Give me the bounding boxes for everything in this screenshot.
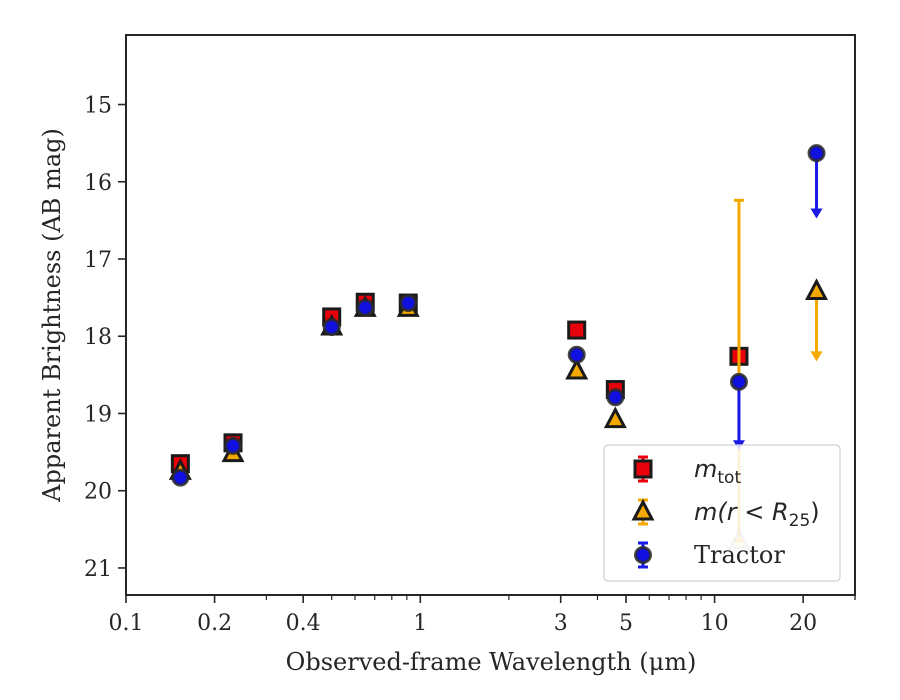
- data-point-tractor: [729, 372, 748, 391]
- y-axis: 15 16 17 18 19 20 21: [84, 94, 126, 582]
- x-tick-label: 5: [619, 611, 633, 636]
- data-point-mr25: [805, 278, 829, 300]
- legend-label-mr25: m(r < R25): [694, 498, 820, 531]
- legend-marker-tractor: [634, 546, 652, 564]
- x-axis-label: Observed-frame Wavelength (μm): [286, 648, 697, 676]
- plot-area: [168, 144, 829, 550]
- legend-label-tractor: Tractor: [694, 541, 785, 569]
- y-tick-label: 16: [84, 171, 112, 196]
- data-point-tractor: [606, 388, 625, 407]
- y-tick-label: 20: [84, 480, 112, 505]
- data-point-mr25: [565, 357, 589, 380]
- data-point-mr25: [603, 406, 627, 429]
- data-point-tractor: [224, 436, 243, 455]
- x-tick-label: 3: [554, 611, 568, 636]
- x-axis: 0.1 0.2 0.4 1 3 5 10 20: [109, 595, 856, 636]
- y-tick-label: 18: [84, 325, 112, 350]
- data-point-tractor: [171, 468, 190, 487]
- x-tick-label: 10: [701, 611, 729, 636]
- x-tick-label: 1: [413, 611, 427, 636]
- y-axis-label: Apparent Brightness (AB mag): [38, 128, 66, 503]
- y-tick-label: 15: [84, 94, 112, 119]
- legend-label-mtot: mtot: [694, 455, 741, 488]
- legend-marker-mr25: [631, 498, 655, 521]
- y-tick-label: 17: [84, 248, 112, 273]
- data-point-tractor: [322, 317, 341, 336]
- data-point-tractor: [356, 298, 375, 317]
- y-tick-label: 21: [84, 557, 112, 582]
- data-point-tractor: [567, 345, 586, 364]
- legend-marker-mtot: [633, 459, 653, 479]
- x-tick-label: 20: [789, 611, 817, 636]
- legend-box: [603, 444, 841, 582]
- x-tick-label: 0.4: [286, 611, 321, 636]
- plot-frame: [125, 34, 856, 596]
- x-tick-label: 0.1: [109, 611, 144, 636]
- x-tick-label: 0.2: [197, 611, 232, 636]
- data-point-mtot: [567, 320, 587, 340]
- y-tick-label: 19: [84, 402, 112, 427]
- series-tractor: [171, 144, 826, 487]
- data-point-tractor: [399, 294, 418, 313]
- upper-limit-arrow: [810, 351, 823, 362]
- legend: mtot m(r < R25) Tractor: [603, 444, 841, 582]
- data-point-tractor: [807, 144, 826, 163]
- upper-limit-arrow: [810, 208, 823, 219]
